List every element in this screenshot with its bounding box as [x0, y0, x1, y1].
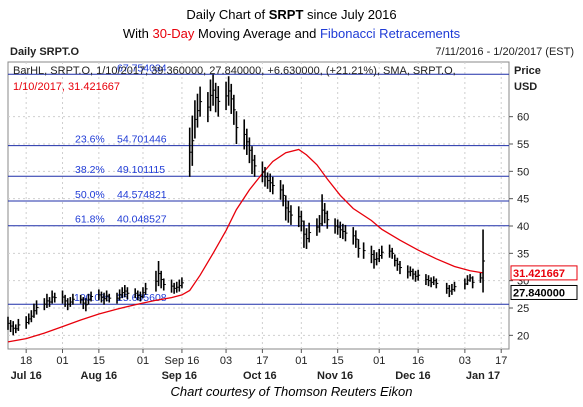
price-axis-label: Price: [514, 65, 541, 77]
x-tick-label: 15: [93, 355, 105, 367]
fib-pct-label: 23.6%: [75, 134, 105, 146]
y-tick-label: 45: [517, 194, 529, 206]
x-tick-label: 17: [495, 355, 507, 367]
sma-legend: 1/10/2017, 31.421667: [13, 81, 120, 93]
y-tick-label: 20: [517, 330, 529, 342]
x-month-label: Oct 16: [243, 370, 277, 382]
x-tick-label: 03: [459, 355, 471, 367]
chart-credit: Chart courtesy of Thomson Reuters Eikon: [170, 384, 413, 399]
x-month-label: Aug 16: [81, 370, 118, 382]
x-tick-label: 03: [220, 355, 232, 367]
caption-title-prefix: Daily Chart of: [186, 7, 269, 22]
x-tick-label: 01: [137, 355, 149, 367]
fib-pct-label: 38.2%: [75, 164, 105, 176]
x-tick-label: 01: [373, 355, 385, 367]
caption-title: Daily Chart of SRPT since July 2016: [0, 7, 583, 22]
x-tick-label: 18: [20, 355, 32, 367]
sma-value-badge-box: [510, 265, 578, 281]
x-tick-label: 01: [56, 355, 68, 367]
fib-value-label: 67.754034: [117, 62, 167, 74]
fibonacci-lines: 100.0%25.69560861.8%40.04852750.0%44.574…: [8, 62, 509, 305]
last-price-badge: 27.840000: [510, 284, 578, 300]
y-tick-label: 35: [517, 248, 529, 260]
sma-value-badge-label: 31.421667: [513, 268, 565, 280]
fib-value-label: 54.701446: [117, 134, 167, 146]
x-month-label: Dec 16: [395, 370, 430, 382]
y-tick-label: 55: [517, 139, 529, 151]
sma-value-badge: 31.421667: [510, 265, 578, 281]
fib-pct-label: 50.0%: [75, 189, 105, 201]
x-month-label: Jul 16: [11, 370, 42, 382]
last-price-badge-label: 27.840000: [513, 287, 565, 299]
ohlc-legend: BarHL, SRPT.O, 1/10/2017, 39.360000, 27.…: [13, 65, 456, 77]
x-tick-label: 15: [332, 355, 344, 367]
fib-value-label: 49.101115: [117, 164, 165, 176]
fib-pct-label: 61.8%: [75, 214, 105, 226]
x-month-label: Sep 16: [162, 370, 197, 382]
chart-title: Daily SRPT.O: [10, 46, 80, 58]
last-price-badge-box: [510, 284, 578, 300]
y-tick-label: 25: [517, 303, 529, 315]
x-month-label: Nov 16: [317, 370, 353, 382]
chart-header: Daily SRPT.O 7/11/2016 - 1/20/2017 (EST)…: [10, 46, 574, 93]
caption-title-suffix: since July 2016: [303, 7, 397, 22]
x-month-label: Jan 17: [466, 370, 500, 382]
caption-ma-label: 30-Day: [152, 26, 195, 41]
sma-layer: [7, 148, 484, 343]
price-badges: 1/10/2017, 31.421667 31.421667 27.840000: [13, 81, 578, 300]
y-tick-label: 40: [517, 221, 529, 233]
caption-fib-label: Fibonacci Retracements: [319, 26, 461, 41]
y-tick-label: 60: [517, 112, 529, 124]
plot-frame: [7, 61, 510, 350]
caption-subtitle-mid: Moving Average and: [194, 26, 320, 41]
caption-ticker: SRPT: [268, 7, 304, 22]
caption-subtitle: With 30-Day Moving Average and Fibonacci…: [0, 26, 583, 41]
x-tick-label: 17: [256, 355, 268, 367]
sma-30-line: [7, 148, 484, 343]
fib-value-label: 44.574821: [117, 189, 167, 201]
chart-date-range: 7/11/2016 - 1/20/2017 (EST): [435, 46, 574, 58]
x-tick-label: 01: [295, 355, 307, 367]
price-bars: [7, 74, 486, 336]
x-tick-label: Sep 16: [164, 355, 199, 367]
fib-value-label: 40.048527: [117, 214, 167, 226]
y-tick-label: 50: [517, 166, 529, 178]
currency-label: USD: [514, 81, 537, 93]
x-tick-label: 16: [412, 355, 424, 367]
caption-subtitle-prefix: With: [122, 26, 153, 41]
